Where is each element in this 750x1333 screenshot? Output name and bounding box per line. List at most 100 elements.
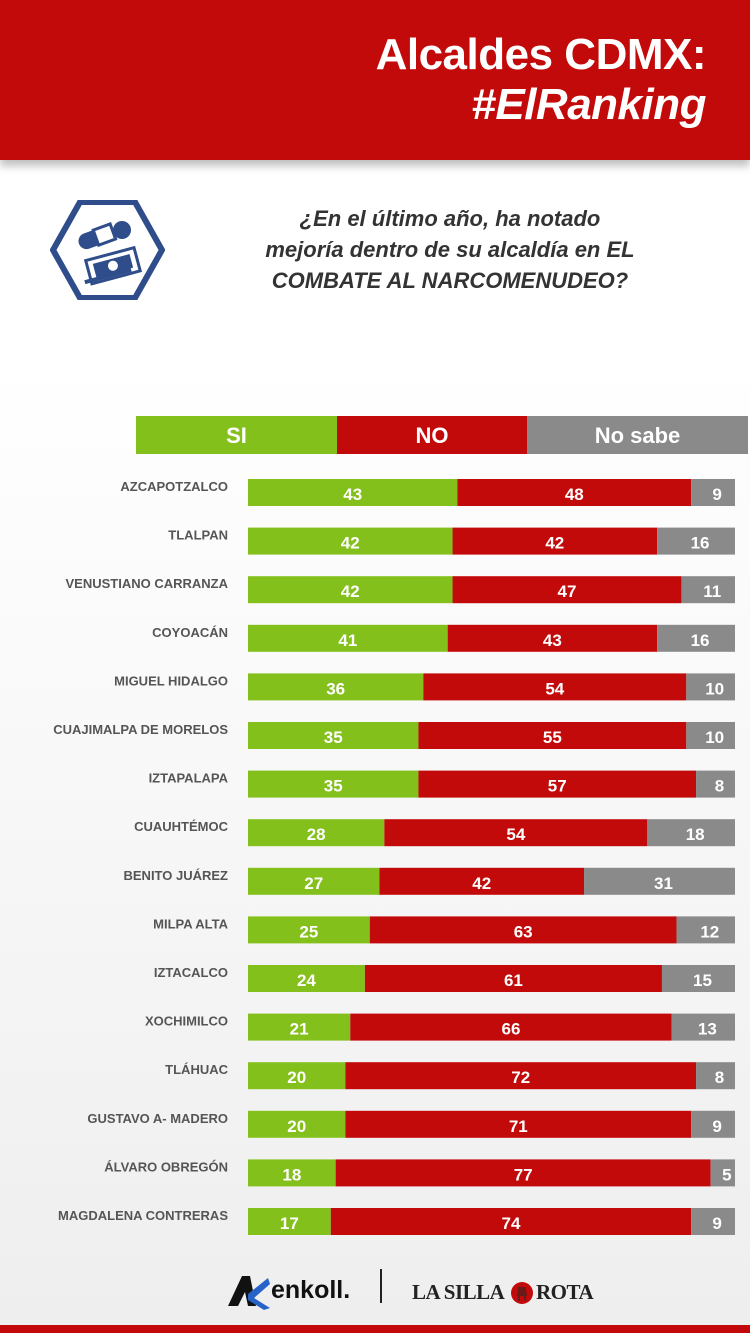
data-label: 15 bbox=[693, 971, 712, 990]
bar-si bbox=[248, 1062, 346, 1090]
bar-si bbox=[248, 479, 458, 506]
enkoll-logo-icon bbox=[228, 1276, 270, 1310]
data-label: 24 bbox=[297, 971, 316, 990]
bar-si bbox=[248, 722, 419, 749]
chair-emblem-icon bbox=[511, 1282, 533, 1304]
data-label: 55 bbox=[543, 728, 562, 747]
data-label: 42 bbox=[545, 534, 564, 553]
bar-no-sabe bbox=[691, 1110, 735, 1138]
page-title: Alcaldes CDMX: bbox=[375, 30, 707, 79]
bar-si bbox=[248, 867, 380, 895]
la-silla-rota-brand-b: ROTA bbox=[536, 1280, 594, 1304]
bar-no bbox=[452, 576, 682, 604]
question-text: ¿En el último año, ha notado mejoría den… bbox=[200, 203, 700, 296]
bar-no-sabe bbox=[647, 819, 735, 847]
data-label: 54 bbox=[506, 825, 525, 844]
bar-no-sabe bbox=[686, 722, 735, 749]
data-label: 48 bbox=[565, 485, 584, 504]
bar-no-sabe bbox=[691, 1208, 735, 1235]
data-label: 20 bbox=[287, 1117, 306, 1136]
category-label: CUAUHTÉMOC bbox=[134, 819, 228, 834]
category-label: MIGUEL HIDALGO bbox=[114, 673, 228, 688]
bar-no bbox=[418, 722, 687, 749]
data-label: 5 bbox=[722, 1165, 731, 1184]
category-label: GUSTAVO A- MADERO bbox=[87, 1111, 228, 1126]
category-label: IZTACALCO bbox=[154, 965, 228, 980]
category-label: MILPA ALTA bbox=[153, 916, 228, 931]
data-label: 8 bbox=[715, 1068, 724, 1087]
data-label: 25 bbox=[299, 922, 318, 941]
bar-no-sabe bbox=[657, 624, 735, 652]
data-label: 18 bbox=[686, 825, 705, 844]
data-label: 61 bbox=[504, 971, 523, 990]
data-label: 16 bbox=[691, 631, 710, 650]
bar-no bbox=[364, 965, 662, 992]
question-line-2: mejoría dentro de su alcaldía en EL bbox=[265, 237, 635, 262]
bar-no bbox=[418, 770, 697, 798]
data-label: 36 bbox=[326, 679, 345, 698]
data-label: 12 bbox=[700, 922, 719, 941]
bar-si bbox=[248, 819, 385, 847]
data-label: 35 bbox=[324, 777, 343, 796]
data-label: 18 bbox=[282, 1165, 301, 1184]
data-label: 42 bbox=[472, 874, 491, 893]
drugs-and-money-icon bbox=[50, 200, 165, 300]
bar-no bbox=[369, 916, 677, 944]
bar-no bbox=[379, 867, 585, 895]
bar-no bbox=[452, 527, 658, 555]
data-label: 20 bbox=[287, 1068, 306, 1087]
data-label: 31 bbox=[654, 874, 673, 893]
data-label: 28 bbox=[307, 825, 326, 844]
category-label: CUAJIMALPA DE MORELOS bbox=[53, 722, 228, 737]
category-label: TLÁHUAC bbox=[165, 1062, 228, 1077]
bar-si bbox=[248, 1013, 351, 1041]
bar-no-sabe bbox=[691, 479, 735, 506]
category-label: XOCHIMILCO bbox=[145, 1014, 228, 1029]
data-label: 43 bbox=[343, 485, 362, 504]
bar-no-sabe bbox=[676, 916, 735, 944]
category-label: TLALPAN bbox=[168, 528, 228, 543]
bar-no bbox=[447, 624, 658, 652]
data-label: 74 bbox=[502, 1214, 521, 1233]
data-label: 21 bbox=[290, 1020, 309, 1039]
data-label: 27 bbox=[304, 874, 323, 893]
data-label: 8 bbox=[715, 777, 724, 796]
data-label: 42 bbox=[341, 582, 360, 601]
data-label: 9 bbox=[712, 1214, 721, 1233]
bar-no-sabe bbox=[584, 867, 735, 895]
question-line-3: COMBATE AL NARCOMENUDEO? bbox=[271, 268, 629, 293]
footer: enkoll. LA SILLA ROTA bbox=[0, 1262, 750, 1333]
footer-divider bbox=[380, 1269, 382, 1303]
bar-no-sabe bbox=[671, 1013, 735, 1041]
data-label: 9 bbox=[712, 1117, 721, 1136]
category-label: ÁLVARO OBREGÓN bbox=[104, 1159, 228, 1174]
bar-no bbox=[457, 479, 692, 506]
footer-red-bar bbox=[0, 1325, 750, 1333]
bar-si bbox=[248, 576, 453, 604]
bar-no-sabe bbox=[661, 965, 735, 992]
legend-label-0: SI bbox=[226, 423, 247, 448]
legend-label-1: NO bbox=[416, 423, 449, 448]
data-label: 71 bbox=[509, 1117, 528, 1136]
bar-no-sabe bbox=[686, 673, 735, 701]
category-label: COYOACÁN bbox=[152, 625, 228, 640]
data-label: 17 bbox=[280, 1214, 299, 1233]
bar-no-sabe bbox=[681, 576, 735, 604]
bar-no bbox=[345, 1110, 692, 1138]
bar-no-sabe bbox=[696, 1062, 735, 1090]
data-label: 10 bbox=[705, 728, 724, 747]
bar-si bbox=[248, 1159, 336, 1187]
data-label: 57 bbox=[548, 777, 567, 796]
data-label: 72 bbox=[511, 1068, 530, 1087]
bar-no-sabe bbox=[710, 1159, 735, 1187]
data-label: 47 bbox=[558, 582, 577, 601]
legend-swatch-1 bbox=[337, 416, 527, 454]
bar-no-sabe bbox=[657, 527, 735, 555]
bar-no bbox=[330, 1208, 692, 1235]
category-label: BENITO JUÁREZ bbox=[124, 868, 229, 883]
bar-no bbox=[345, 1062, 697, 1090]
enkoll-brand: enkoll. bbox=[271, 1276, 351, 1304]
data-label: 9 bbox=[712, 485, 721, 504]
bar-no-sabe bbox=[696, 770, 735, 798]
question-line-1: ¿En el último año, ha notado bbox=[299, 206, 601, 231]
